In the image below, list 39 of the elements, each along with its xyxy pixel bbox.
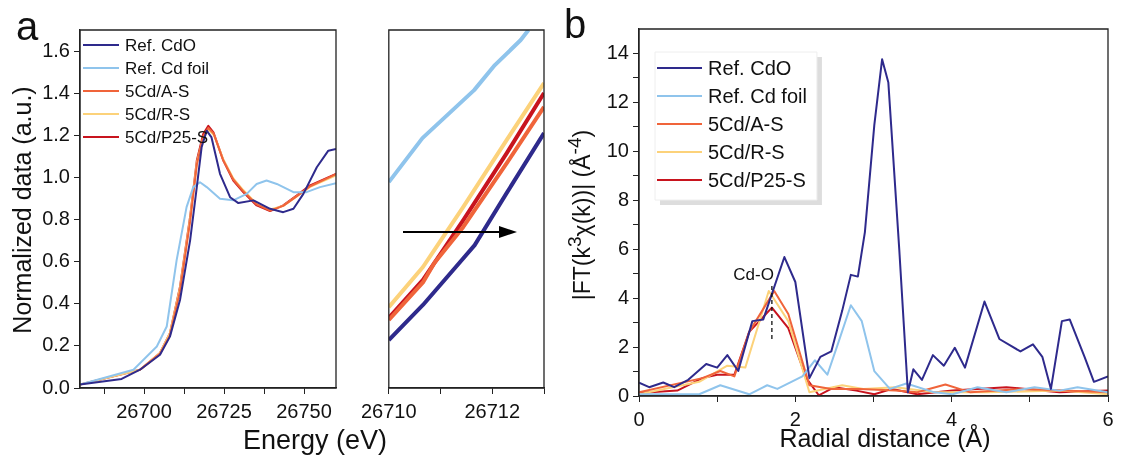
y-tick-label: 0.0	[42, 375, 70, 398]
y-tick-label: 1.4	[42, 80, 70, 103]
legend-label: 5Cd/P25-S	[708, 168, 806, 191]
legend-label: Ref. CdO	[125, 35, 196, 55]
y-tick-label: 0.2	[42, 333, 70, 356]
x-tick-label: 0	[633, 407, 645, 430]
legend-label: 5Cd/R-S	[125, 104, 191, 124]
x-tick-label: 6	[1102, 407, 1114, 430]
y-tick-label: 1.6	[42, 38, 70, 61]
x-tick-label: 4	[946, 407, 958, 430]
y-tick-label: 12	[606, 89, 629, 112]
x-axis-title: Energy (eV)	[242, 424, 388, 456]
x-tick-label: 26712	[464, 399, 521, 422]
text: a	[16, 4, 39, 48]
annotation: Cd-O	[733, 265, 774, 285]
legend-label: 5Cd/A-S	[708, 112, 784, 135]
y-tick-label: 0.6	[42, 249, 70, 272]
y-tick-label: 0	[617, 383, 629, 406]
legend-label: 5Cd/A-S	[125, 81, 190, 101]
x-tick-label: 26725	[196, 399, 252, 422]
x-tick-label: 26750	[276, 399, 332, 422]
text: b	[564, 2, 587, 46]
legend-label: Ref. CdO	[708, 56, 792, 79]
y-tick-label: 2	[617, 334, 629, 357]
y-tick-label: 8	[617, 187, 629, 210]
y-tick-label: 6	[617, 236, 629, 259]
y-tick-label: 1.0	[42, 164, 70, 187]
y-tick-label: 0.8	[42, 207, 70, 230]
y-axis-title: Normalized data (a.u.)	[7, 86, 37, 334]
x-tick-label: 26700	[116, 399, 172, 422]
y-tick-label: 4	[617, 285, 629, 308]
y-tick-label: 1.2	[42, 122, 70, 145]
legend-label: 5Cd/R-S	[708, 140, 785, 163]
y-tick-label: 10	[606, 138, 629, 161]
y-tick-label: 14	[606, 40, 629, 63]
y-tick-label: 0.4	[42, 291, 70, 314]
legend-label: Ref. Cd foil	[708, 84, 807, 107]
legend-label: Ref. Cd foil	[125, 58, 210, 78]
x-tick-label: 26710	[361, 399, 417, 422]
